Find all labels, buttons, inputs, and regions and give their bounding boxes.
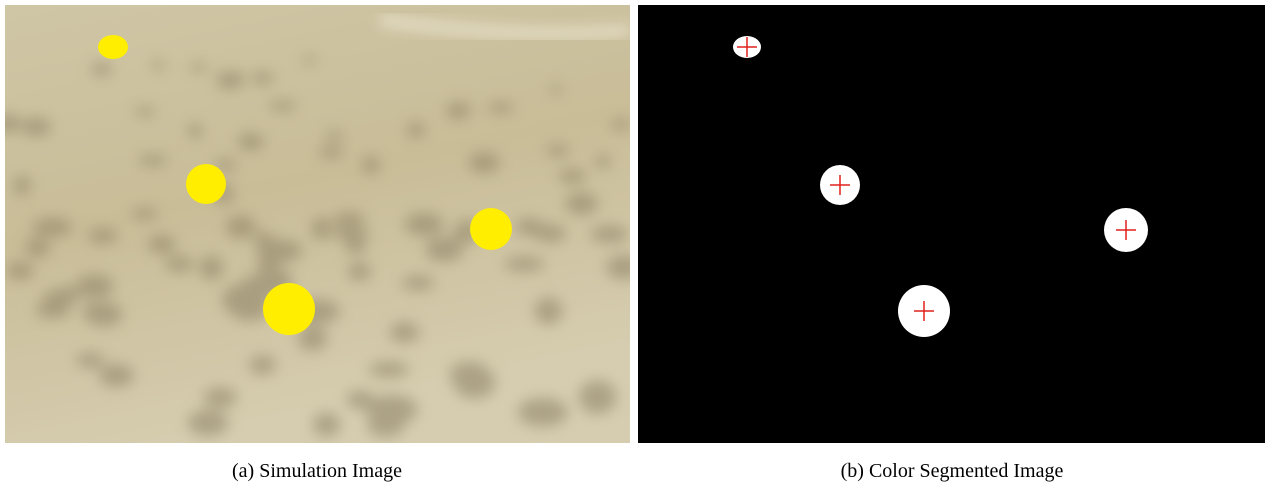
texture-spot — [367, 414, 405, 437]
texture-spot — [32, 218, 72, 237]
texture-spot — [595, 155, 610, 168]
texture-spot — [319, 146, 344, 158]
texture-spot — [332, 227, 371, 240]
texture-spot — [549, 85, 562, 93]
texture-spot — [325, 132, 344, 141]
texture-spot — [56, 287, 79, 305]
texture-spot — [446, 102, 468, 119]
texture-spot — [590, 226, 628, 243]
texture-spot — [25, 238, 50, 257]
texture-spot — [217, 72, 233, 88]
texture-spot — [152, 60, 164, 69]
texture-spot — [426, 237, 463, 262]
texture-spot — [518, 398, 568, 427]
texture-spot — [559, 169, 586, 183]
texture-spot — [301, 57, 318, 64]
texture-spot — [6, 262, 34, 280]
yellow-ball — [186, 164, 226, 204]
texture-spot — [189, 64, 208, 71]
simulation-image — [0, 5, 641, 443]
texture-spot — [333, 212, 365, 227]
texture-spot — [188, 123, 202, 138]
texture-spot — [81, 302, 121, 318]
texture-spot — [407, 122, 425, 138]
texture-spot — [135, 107, 155, 116]
page: (a) Simulation Image (b) Color Segmented… — [0, 0, 1277, 491]
figure: (a) Simulation Image (b) Color Segmented… — [0, 0, 1277, 491]
texture-spot — [269, 101, 297, 111]
texture-spot — [546, 145, 569, 157]
texture-spot — [606, 255, 641, 280]
texture-spot — [579, 380, 616, 414]
texture-spot — [313, 412, 341, 436]
yellow-ball — [263, 283, 315, 335]
texture-spot — [222, 286, 251, 314]
texture-spot — [88, 228, 117, 244]
texture-spot — [76, 274, 114, 298]
texture-spot — [91, 63, 112, 76]
texture-spot — [535, 297, 563, 324]
texture-spot — [14, 176, 31, 195]
texture-spot — [611, 119, 632, 130]
texture-spot — [263, 240, 303, 262]
texture-spot — [226, 215, 256, 238]
texture-spot — [487, 102, 514, 112]
texture-spot — [249, 356, 276, 375]
texture-spot — [348, 262, 371, 280]
texture-spot — [531, 225, 559, 237]
texture-spot — [148, 235, 176, 254]
texture-spot — [312, 217, 332, 240]
texture-spot — [362, 156, 380, 174]
texture-spot — [453, 366, 495, 398]
yellow-ball — [98, 35, 128, 59]
segmented-image — [638, 5, 1265, 443]
texture-spot — [200, 256, 223, 280]
caption: (b) Color Segmented Image — [841, 460, 1064, 482]
texture-spot — [402, 276, 435, 290]
yellow-ball — [470, 208, 512, 250]
texture-spot — [76, 353, 105, 368]
texture-spot — [138, 155, 167, 166]
texture-spot — [504, 257, 544, 271]
texture-spot — [369, 361, 409, 377]
texture-spot — [165, 256, 193, 272]
texture-spot — [188, 410, 229, 436]
texture-spot — [469, 153, 500, 173]
caption: (a) Simulation Image — [232, 460, 402, 482]
texture-spot — [204, 387, 237, 407]
texture-spot — [99, 364, 134, 387]
texture-spot — [345, 239, 366, 254]
texture-spot — [132, 208, 158, 219]
texture-spot — [238, 133, 264, 150]
texture-spot — [389, 322, 419, 342]
texture-spot — [565, 192, 598, 214]
texture-spot — [252, 72, 273, 85]
texture-spot — [405, 213, 444, 236]
texture-spot — [21, 120, 36, 129]
